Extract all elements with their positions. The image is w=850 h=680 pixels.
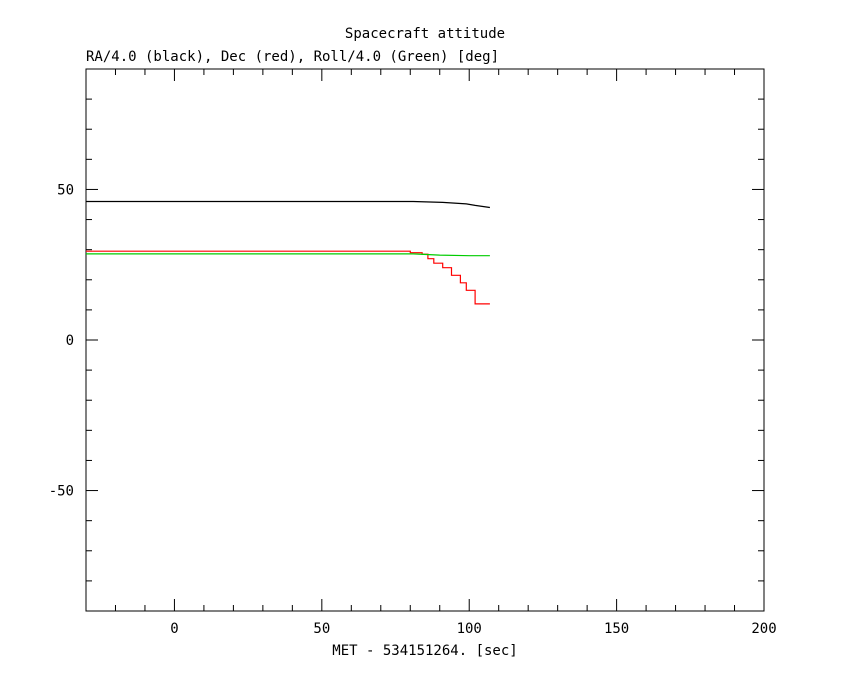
x-axis-label: MET - 534151264. [sec] — [332, 643, 517, 659]
x-tick-label: 200 — [751, 621, 776, 637]
x-tick-label: 0 — [170, 621, 178, 637]
y-tick-label: -50 — [49, 484, 74, 500]
chart-title: Spacecraft attitude — [345, 26, 505, 42]
x-tick-label: 150 — [604, 621, 629, 637]
x-tick-label: 100 — [457, 621, 482, 637]
series-line-2 — [86, 250, 490, 305]
plot-frame — [85, 68, 765, 612]
y-tick-label: 50 — [57, 182, 74, 198]
chart-subtitle: RA/4.0 (black), Dec (red), Roll/4.0 (Gre… — [86, 49, 499, 65]
major-ticks — [86, 69, 765, 611]
minor-ticks — [85, 68, 764, 612]
series-layer — [86, 200, 490, 305]
series-line-3 — [86, 253, 490, 257]
tick-labels: 0 50 100 150 200 -50 0 50 — [49, 182, 777, 637]
y-tick-label: 0 — [66, 333, 74, 349]
x-tick-label: 50 — [313, 621, 330, 637]
series-line-1 — [86, 200, 490, 209]
